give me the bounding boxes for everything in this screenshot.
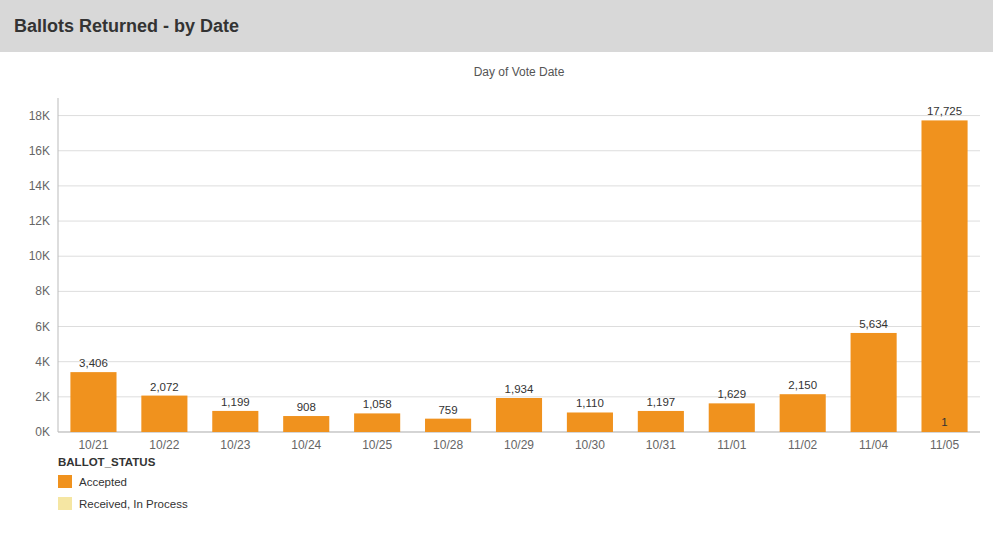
- bar: [354, 413, 400, 432]
- y-tick-label: 14K: [29, 179, 50, 193]
- y-axis-line: [58, 98, 59, 432]
- legend: BALLOT_STATUS Accepted Received, In Proces…: [58, 456, 188, 510]
- data-label: 1,197: [646, 396, 675, 408]
- x-tick-label: 10/21: [78, 438, 108, 452]
- x-tick-label: 10/31: [646, 438, 676, 452]
- x-tick-label: 11/01: [717, 438, 746, 452]
- title-banner: [0, 0, 993, 52]
- subtitle: Day of Vote Date: [474, 65, 565, 79]
- title: Ballots Returned - by Date: [14, 16, 239, 36]
- grid-line: [58, 115, 980, 116]
- data-label: 1,934: [505, 383, 534, 395]
- background: [0, 0, 993, 543]
- data-label: 759: [438, 404, 457, 416]
- legend-label: Received, In Process: [79, 498, 188, 510]
- bar: [709, 403, 755, 432]
- bar: [567, 412, 613, 432]
- bar: [141, 396, 187, 432]
- chart: Ballots Returned - by Date Day of Vote Da…: [0, 0, 993, 543]
- x-tick-label: 10/29: [504, 438, 534, 452]
- y-axis: 0K 2K 4K 6K 8K 10K 12K 14K 16K 18K: [29, 98, 58, 439]
- grid-line: [58, 291, 980, 292]
- data-label: 1,110: [576, 397, 604, 409]
- data-label: 1,199: [221, 396, 250, 408]
- x-tick-label: 10/24: [291, 438, 321, 452]
- annotation: 1: [941, 416, 947, 428]
- data-label: 3,406: [79, 357, 108, 369]
- bars: [70, 120, 967, 432]
- grid-line: [58, 185, 980, 186]
- bar: [70, 372, 116, 432]
- y-tick-label: 4K: [35, 355, 50, 369]
- legend-swatch: [58, 475, 72, 488]
- y-tick-label: 6K: [35, 320, 50, 334]
- y-tick-label: 8K: [35, 284, 50, 298]
- x-tick-label: 11/05: [930, 438, 959, 452]
- x-tick-label: 10/28: [433, 438, 463, 452]
- grid: [58, 116, 980, 432]
- x-tick-label: 10/25: [362, 438, 392, 452]
- bar: [921, 120, 967, 432]
- data-label: 2,150: [788, 379, 817, 391]
- y-tick-label: 18K: [29, 109, 50, 123]
- bar: [851, 333, 897, 432]
- data-label: 17,725: [927, 105, 962, 117]
- bar: [425, 419, 471, 432]
- data-label: 908: [297, 401, 316, 413]
- grid-line: [58, 396, 980, 397]
- y-tick-label: 10K: [29, 249, 50, 263]
- x-tick-label: 10/30: [575, 438, 605, 452]
- x-tick-label: 10/22: [149, 438, 179, 452]
- bar: [780, 394, 826, 432]
- legend-title: BALLOT_STATUS: [58, 456, 156, 468]
- x-tick-label: 11/04: [859, 438, 888, 452]
- data-label: 1,629: [717, 388, 746, 400]
- y-tick-label: 0K: [35, 425, 50, 439]
- grid-line: [58, 256, 980, 257]
- data-labels: 3,406 2,072 1,199 908 1,058 759 1,934 1,110 1,19…: [79, 105, 962, 415]
- data-label: 1,058: [363, 398, 392, 410]
- data-label: 2,072: [150, 381, 179, 393]
- grid-line: [58, 150, 980, 151]
- bar: [212, 411, 258, 432]
- x-tick-label: 10/23: [220, 438, 250, 452]
- x-axis: 10/21 10/22 10/23 10/24 10/25 10/28 10/29 10/30…: [78, 438, 959, 452]
- bar: [496, 398, 542, 432]
- y-tick-label: 16K: [29, 144, 50, 158]
- x-tick-label: 11/02: [788, 438, 817, 452]
- bar: [283, 416, 329, 432]
- data-label: 5,634: [859, 318, 888, 330]
- legend-label: Accepted: [79, 476, 127, 488]
- y-tick-label: 12K: [29, 214, 50, 228]
- legend-swatch: [58, 497, 72, 510]
- grid-line: [58, 326, 980, 327]
- y-tick-label: 2K: [35, 390, 50, 404]
- bar: [638, 411, 684, 432]
- grid-line: [58, 361, 980, 362]
- grid-line: [58, 221, 980, 222]
